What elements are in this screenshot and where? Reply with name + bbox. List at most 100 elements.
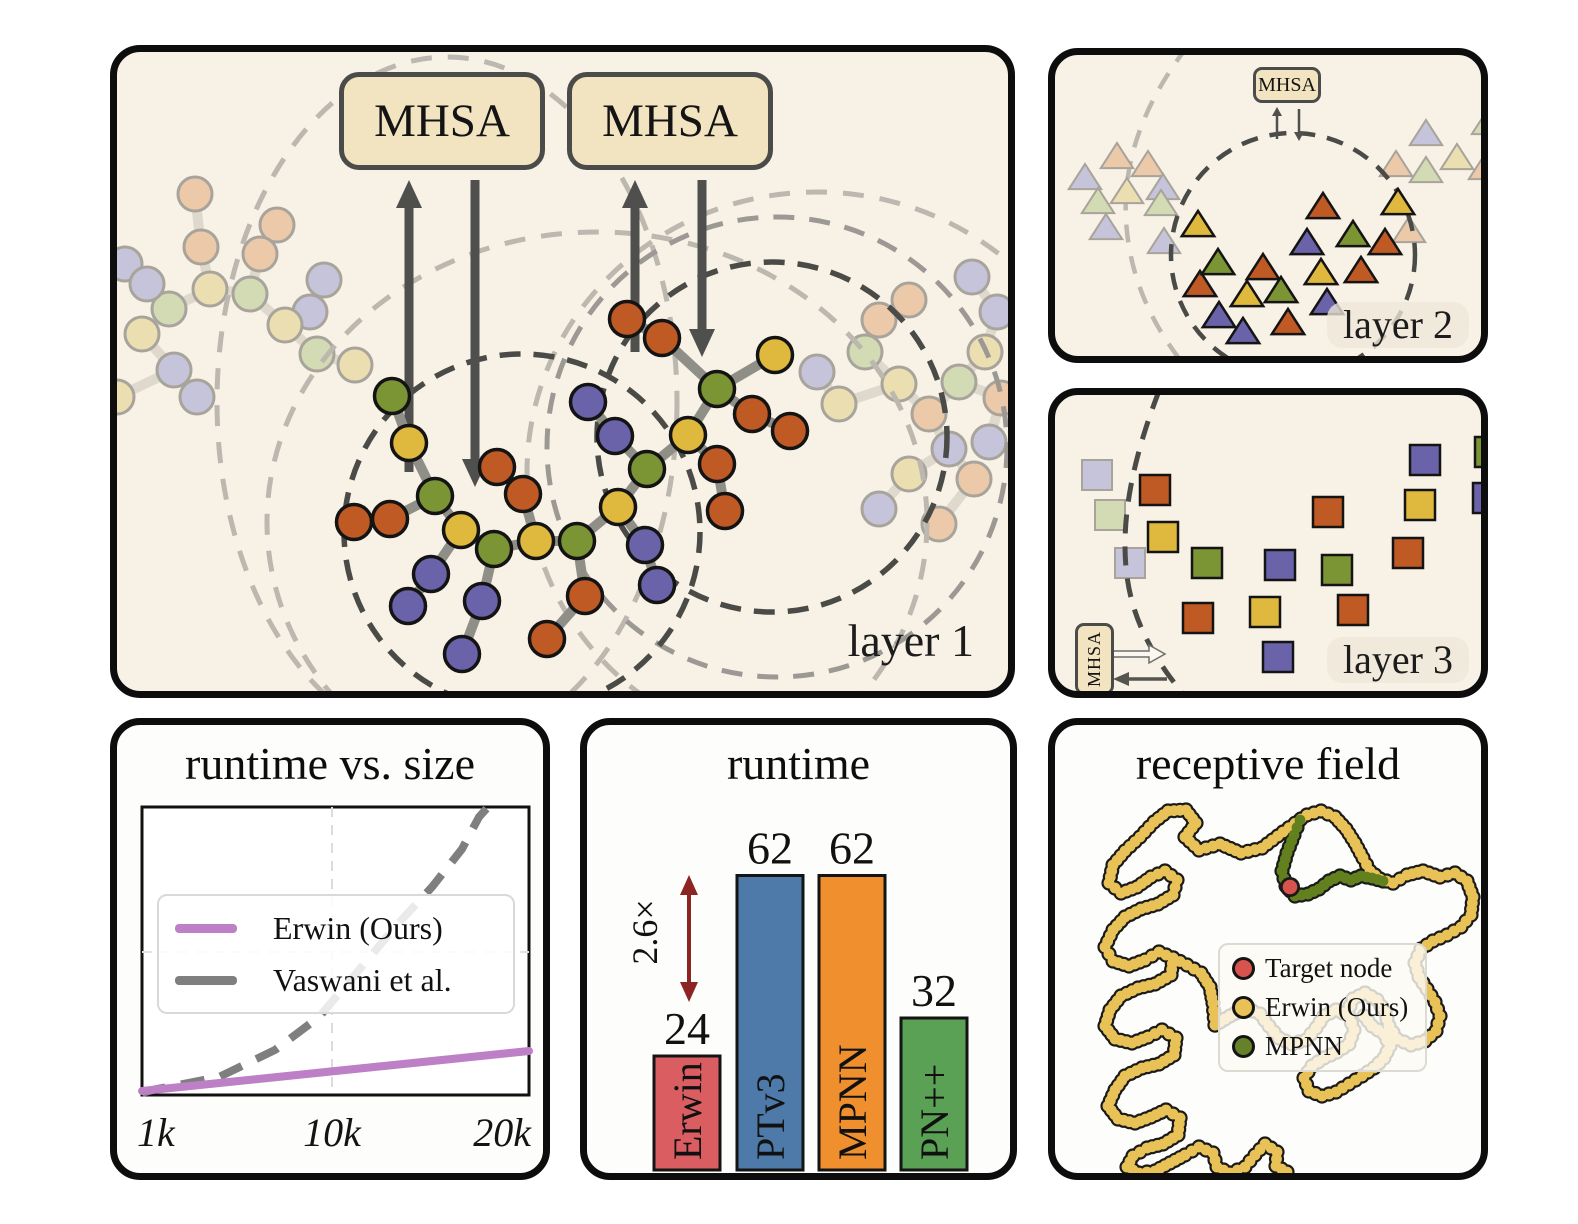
- graph-node-yellow: [516, 521, 556, 561]
- square-node-orange: [1181, 601, 1215, 635]
- legend-row-erwin: Erwin (Ours): [175, 902, 513, 954]
- tick-1k: 1k: [137, 1110, 175, 1155]
- light-dashed-ellipse: [214, 54, 680, 691]
- bar-value: 62: [747, 823, 793, 874]
- tick-20k: 20k: [473, 1110, 531, 1155]
- layer2-graphics: [1066, 55, 1481, 356]
- panel-receptive-field: receptive field Target node Erwin (Ours)…: [1048, 718, 1488, 1180]
- receptive-legend: Target node Erwin (Ours) MPNN: [1218, 943, 1427, 1072]
- faded-triangle-node-orange: [1390, 215, 1428, 244]
- faded-node-green: [940, 363, 978, 401]
- mhsa-label: MHSA: [1084, 630, 1104, 687]
- mhsa-arrow-small-head: [1272, 107, 1282, 116]
- light-dashed-ellipse: [524, 189, 1008, 691]
- square-node-purple: [1261, 640, 1295, 674]
- layer3-label: layer 3: [1327, 637, 1469, 683]
- bar-value: 62: [829, 823, 875, 874]
- graph-node-orange: [705, 491, 745, 531]
- graph-node-yellow: [441, 510, 481, 550]
- graph-node-yellow: [598, 487, 638, 527]
- triangle-node-orange: [1366, 226, 1404, 256]
- square-node-green: [1320, 553, 1354, 587]
- erwin-chain-bead: [1387, 877, 1399, 889]
- mhsa-box-small: MHSA: [1253, 67, 1321, 103]
- graph-node-purple: [462, 581, 502, 621]
- faded-node-purple: [305, 261, 343, 299]
- graph-node-orange: [334, 502, 374, 542]
- graph-node-purple: [595, 416, 635, 456]
- faded-node-purple: [970, 423, 1008, 461]
- faded-node-orange: [955, 460, 993, 498]
- panel-runtime-bars: runtime 24 Erwin 62 PTv3 62 MPNN 32 PN++ 2.6×: [580, 718, 1017, 1180]
- graph-node-green: [372, 376, 412, 416]
- layer2-label: layer 2: [1327, 302, 1469, 348]
- triangle-node-green: [1199, 246, 1237, 276]
- triangle-node-purple: [1200, 299, 1238, 329]
- faded-node-purple: [978, 293, 1008, 331]
- bar-label: Erwin: [665, 1062, 710, 1160]
- triangle-node-orange: [1304, 190, 1342, 220]
- faded-node-yellow: [191, 270, 229, 308]
- faded-triangle-node-green: [1142, 188, 1180, 217]
- faded-triangle-node-green: [1407, 155, 1445, 184]
- square-node-yellow: [1403, 488, 1437, 522]
- mhsa-arrow-head: [689, 329, 715, 357]
- graph-node-orange: [642, 318, 682, 358]
- square-node-orange: [1138, 473, 1172, 507]
- mhsa-arrow-small-head: [1294, 132, 1304, 141]
- graph-node-orange: [697, 444, 737, 484]
- faded-node-orange: [258, 206, 296, 244]
- triangle-node-orange: [1269, 306, 1307, 336]
- erwin-line: [138, 1047, 533, 1095]
- faded-triangle-node-yellow: [1438, 142, 1476, 171]
- faded-triangle-node-orange: [1377, 149, 1415, 178]
- faded-node-purple: [860, 490, 898, 528]
- erwin-marker: [1232, 996, 1255, 1019]
- speedup-label: 2.6×: [625, 899, 665, 964]
- faded-triangle-node-purple: [1407, 118, 1445, 147]
- faded-square-node-purple: [1114, 547, 1146, 579]
- triangle-node-yellow: [1179, 208, 1217, 238]
- graph-node-green: [627, 449, 667, 489]
- mhsa-box-vertical: MHSA: [1075, 623, 1114, 691]
- layer1-label: layer 1: [847, 614, 974, 666]
- faded-node-orange: [890, 281, 928, 319]
- graph-node-green: [697, 369, 737, 409]
- faded-node-purple: [128, 265, 166, 303]
- bar-PN++: [899, 1016, 969, 1172]
- faded-node-yellow: [820, 385, 858, 423]
- mhsa-label: MHSA: [602, 95, 738, 147]
- panel-layer3: MHSA layer 3: [1048, 388, 1488, 698]
- bar-value: 24: [664, 1003, 710, 1054]
- panel-runtime-vs-size: runtime vs. size Erwin (Ours) Vaswani et…: [110, 718, 550, 1180]
- faded-node-yellow: [117, 378, 136, 416]
- bar-label: PN++: [912, 1064, 957, 1160]
- mpnn-marker: [1232, 1035, 1255, 1058]
- square-node-yellow: [1248, 595, 1282, 629]
- square-node-green: [1473, 435, 1481, 469]
- faded-square-node-green: [1094, 499, 1126, 531]
- bar-value: 32: [911, 965, 957, 1016]
- triangle-node-green: [1262, 274, 1300, 304]
- vaswani-line-swatch: [175, 975, 237, 985]
- faded-node-orange: [241, 235, 279, 273]
- graph-node-purple: [388, 586, 428, 626]
- mhsa-box-1: MHSA: [339, 72, 545, 170]
- speedup-arrow-head-top: [680, 875, 698, 895]
- faded-node-purple: [155, 351, 193, 389]
- graph-node-orange: [565, 576, 605, 616]
- triangle-node-orange: [1181, 268, 1219, 298]
- mhsa-label: MHSA: [374, 95, 510, 147]
- layer1-graphics: [117, 54, 1008, 691]
- faded-triangle-node-green: [1469, 117, 1481, 136]
- tick-10k: 10k: [303, 1110, 361, 1155]
- bar-label: PTv3: [748, 1073, 793, 1160]
- faded-node-purple: [953, 258, 991, 296]
- bar-Erwin: [652, 1054, 722, 1172]
- x-axis-ticks: 1k 10k 20k: [117, 1109, 543, 1155]
- graph-node-orange: [770, 411, 810, 451]
- triangle-node-orange: [1244, 251, 1282, 281]
- graph-node-yellow: [755, 335, 795, 375]
- faded-node-green: [150, 290, 188, 328]
